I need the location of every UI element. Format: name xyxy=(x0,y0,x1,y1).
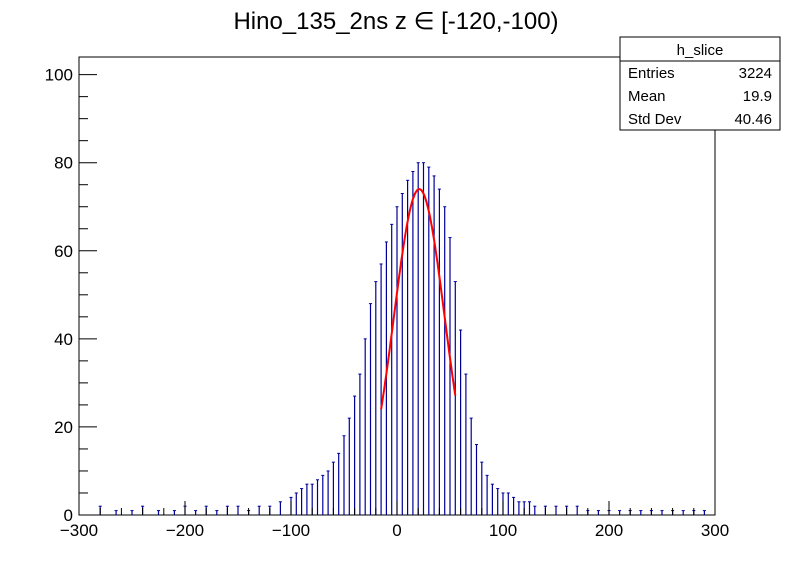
fit-layer xyxy=(380,188,457,410)
x-tick-label: 300 xyxy=(701,521,729,540)
stats-entries-label: Entries xyxy=(628,65,675,82)
stats-box: h_slice Entries 3224 Mean 19.9 Std Dev 4… xyxy=(619,36,781,131)
y-tick-label: 100 xyxy=(45,66,73,85)
x-tick-label: −200 xyxy=(166,521,204,540)
y-tick-label: 80 xyxy=(54,154,73,173)
chart-title: Hino_135_2ns z ∈ [-120,-100) xyxy=(233,8,558,35)
x-tick-label: −100 xyxy=(272,521,310,540)
x-tick-label: 0 xyxy=(392,521,401,540)
stats-entries-value: 3224 xyxy=(739,65,772,82)
histogram-layer xyxy=(98,162,706,515)
x-tick-label: 100 xyxy=(489,521,517,540)
stats-box-frame xyxy=(619,36,781,131)
stats-mean-label: Mean xyxy=(628,88,666,105)
stats-stddev-label: Std Dev xyxy=(628,111,682,128)
x-tick-label: −300 xyxy=(60,521,98,540)
y-tick-label: 60 xyxy=(54,242,73,261)
y-tick-label: 0 xyxy=(64,506,73,525)
stats-box-title: h_slice xyxy=(677,42,724,59)
stats-stddev-value: 40.46 xyxy=(734,111,772,128)
x-tick-label: 200 xyxy=(595,521,623,540)
stats-mean-value: 19.9 xyxy=(743,88,772,105)
y-tick-label: 20 xyxy=(54,418,73,437)
fit-curve xyxy=(380,188,457,410)
axis-layer: −300 −200 −100 0 100 200 300 0 20 40 60 80 100 xyxy=(45,66,730,540)
y-tick-label: 40 xyxy=(54,330,73,349)
